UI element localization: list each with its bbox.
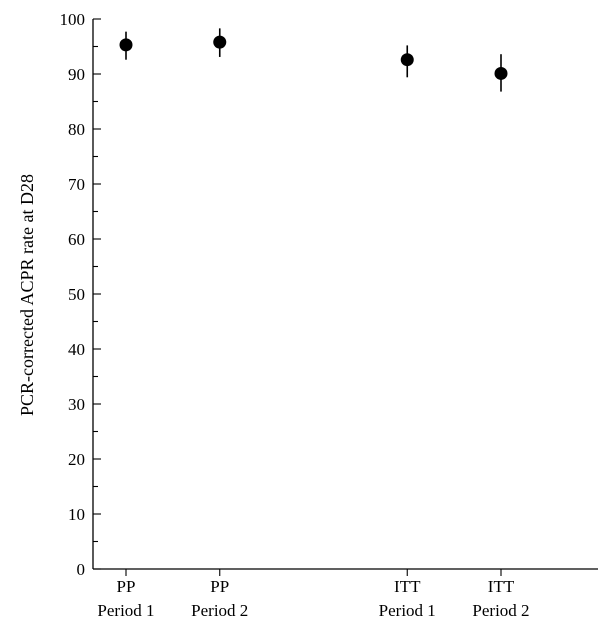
x-tick-label-group: PP	[117, 577, 136, 596]
x-tick-label-period: Period 1	[97, 601, 154, 620]
x-tick-label-group: ITT	[488, 577, 515, 596]
data-point	[400, 53, 414, 67]
x-tick-label-period: Period 2	[191, 601, 248, 620]
data-points	[119, 28, 508, 92]
axes	[92, 19, 598, 570]
y-tick-label: 50	[68, 285, 85, 304]
x-tick-label-group: PP	[210, 577, 229, 596]
x-tick-label-period: Period 1	[379, 601, 436, 620]
x-tick-label-period: Period 2	[472, 601, 529, 620]
x-tick-label-group: ITT	[394, 577, 421, 596]
y-tick-label: 30	[68, 395, 85, 414]
y-tick-label: 20	[68, 450, 85, 469]
y-tick-label: 90	[68, 65, 85, 84]
y-tick-label: 80	[68, 120, 85, 139]
data-point	[213, 35, 227, 49]
data-point	[119, 38, 133, 52]
y-tick-label: 10	[68, 505, 85, 524]
data-point	[494, 66, 508, 80]
y-tick-label: 60	[68, 230, 85, 249]
y-axis-label: PCR-corrected ACPR rate at D28	[17, 174, 37, 416]
y-tick-label: 100	[60, 10, 86, 29]
y-ticks: 0 10 20 30 40 50 60 70 80 90 100	[60, 10, 101, 579]
y-tick-label: 40	[68, 340, 85, 359]
y-tick-label: 0	[77, 560, 86, 579]
y-tick-label: 70	[68, 175, 85, 194]
x-tick-labels: PP Period 1 PP Period 2 ITT Period 1 ITT Period…	[97, 569, 530, 620]
